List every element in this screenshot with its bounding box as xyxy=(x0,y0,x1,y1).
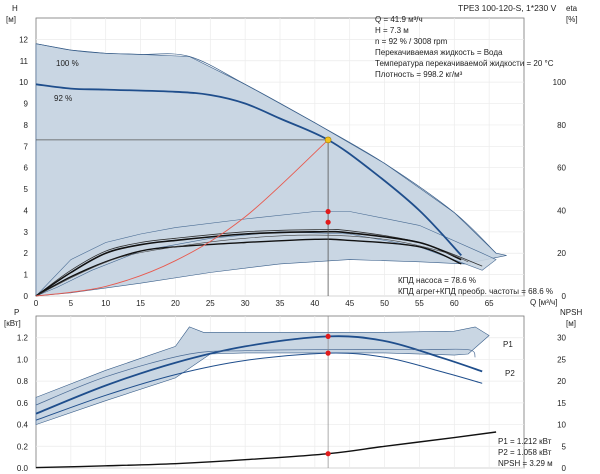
p2-marker xyxy=(325,350,331,356)
p1-curve-label: P1 xyxy=(503,340,513,349)
head-tick-label: 4 xyxy=(24,206,29,215)
npsh-curve xyxy=(35,431,497,469)
flow-tick-label: 45 xyxy=(345,299,354,308)
head-curve-92 xyxy=(35,83,462,257)
eta-tick-label: 100 xyxy=(553,78,567,87)
npsh-axis-title: NPSH xyxy=(560,308,582,317)
eta-tick-label: 80 xyxy=(557,121,566,130)
flow-tick-label: 30 xyxy=(241,299,250,308)
head-tick-label: 12 xyxy=(19,35,28,44)
eta-curve-aux xyxy=(35,234,469,297)
p2-curve-label: P2 xyxy=(505,369,515,378)
flow-tick-label: 10 xyxy=(101,299,110,308)
p1-curve xyxy=(35,335,483,415)
flow-tick-label: 0 xyxy=(34,299,39,308)
duty-point-info: Q = 41.9 м³/ч H = 7.3 м n = 92 % / 3008 … xyxy=(375,15,554,79)
info-line: Перекачиваемая жидкость = Вода xyxy=(375,48,503,57)
head-axis-title: H xyxy=(12,4,18,13)
system-curve xyxy=(35,139,329,297)
p1-value-label: P1 = 1.212 кВт xyxy=(498,437,552,446)
power-tick-label: 0.4 xyxy=(17,421,29,430)
power-tick-label: 1.2 xyxy=(17,334,29,343)
head-tick-label: 6 xyxy=(24,164,29,173)
flow-axis-label: Q [м³/ч] xyxy=(530,298,557,307)
head-tick-label: 5 xyxy=(24,185,29,194)
eta-axis-unit: [%] xyxy=(566,15,578,24)
eta-tick-label: 40 xyxy=(557,206,566,215)
eta-curve-92 xyxy=(35,230,462,297)
p1-marker xyxy=(325,333,331,340)
head-tick-label: 8 xyxy=(24,121,29,130)
operating-point xyxy=(324,136,332,144)
power-tick-label: 0.6 xyxy=(17,399,29,408)
head-tick-label: 3 xyxy=(24,228,29,237)
head-axis-unit: [м] xyxy=(6,15,16,24)
flow-tick-label: 60 xyxy=(450,299,459,308)
speed-label-92: 92 % xyxy=(54,94,72,103)
power-tick-label: 0.0 xyxy=(17,464,29,473)
npsh-tick-label: 30 xyxy=(557,334,566,343)
head-curve-100 xyxy=(35,43,497,254)
npsh-tick-label: 15 xyxy=(557,399,566,408)
power-tick-label: 1.0 xyxy=(17,355,29,364)
pump-efficiency-label: КПД насоса = 78.6 % xyxy=(398,276,476,285)
npsh-tick-label: 25 xyxy=(557,355,566,364)
total-efficiency-label: КПД агрег+КПД преобр. частоты = 68.6 % xyxy=(398,287,553,296)
head-tick-label: 11 xyxy=(20,57,29,66)
flow-tick-label: 40 xyxy=(310,299,319,308)
npsh-tick-label: 5 xyxy=(562,442,567,451)
head-tick-label: 7 xyxy=(24,142,29,151)
pump-efficiency-marker xyxy=(325,208,331,215)
speed-label-100: 100 % xyxy=(56,59,79,68)
npsh-tick-label: 10 xyxy=(557,421,566,430)
p1-max-curve xyxy=(35,348,476,406)
eta-axis-title: eta xyxy=(566,4,578,13)
info-line: Q = 41.9 м³/ч xyxy=(375,15,423,24)
head-tick-label: 1 xyxy=(24,271,29,280)
npsh-value-label: NPSH = 3.29 м xyxy=(498,459,553,468)
pump-title: TPE3 100-120-S, 1*230 V xyxy=(458,3,557,13)
head-tick-label: 2 xyxy=(24,249,29,258)
head-tick-label: 0 xyxy=(24,292,29,301)
flow-tick-label: 5 xyxy=(69,299,74,308)
eta-tick-label: 0 xyxy=(562,292,567,301)
head-tick-label: 9 xyxy=(24,100,29,109)
power-tick-label: 0.2 xyxy=(17,442,29,451)
p2-curve xyxy=(35,352,483,421)
total-efficiency-marker xyxy=(325,219,331,225)
npsh-marker xyxy=(325,451,331,457)
power-axis-title: P xyxy=(14,308,19,317)
flow-tick-label: 20 xyxy=(171,299,180,308)
power-tick-label: 0.8 xyxy=(17,377,29,386)
info-line: Температура перекачиваемой жидкости = 20… xyxy=(375,59,554,68)
head-tick-label: 10 xyxy=(19,78,28,87)
info-line: n = 92 % / 3008 rpm xyxy=(375,37,448,46)
flow-tick-label: 50 xyxy=(380,299,389,308)
npsh-tick-label: 20 xyxy=(557,377,566,386)
npsh-tick-label: 0 xyxy=(562,464,567,473)
flow-tick-label: 65 xyxy=(485,299,494,308)
power-axis-unit: [кВт] xyxy=(4,319,21,328)
eta-tick-label: 20 xyxy=(557,249,566,258)
eta-curve-total xyxy=(35,238,462,297)
info-line: H = 7.3 м xyxy=(375,26,409,35)
eta-curve-100 xyxy=(35,228,483,297)
info-line: Плотность = 998.2 кг/м³ xyxy=(375,70,463,79)
flow-tick-label: 55 xyxy=(415,299,424,308)
eta-tick-label: 60 xyxy=(557,164,566,173)
flow-tick-label: 35 xyxy=(276,299,285,308)
npsh-axis-unit: [м] xyxy=(566,319,576,328)
p2-value-label: P2 = 1.058 кВт xyxy=(498,448,552,457)
flow-tick-label: 15 xyxy=(136,299,145,308)
power-envelope-area xyxy=(35,326,490,426)
flow-tick-label: 25 xyxy=(206,299,215,308)
